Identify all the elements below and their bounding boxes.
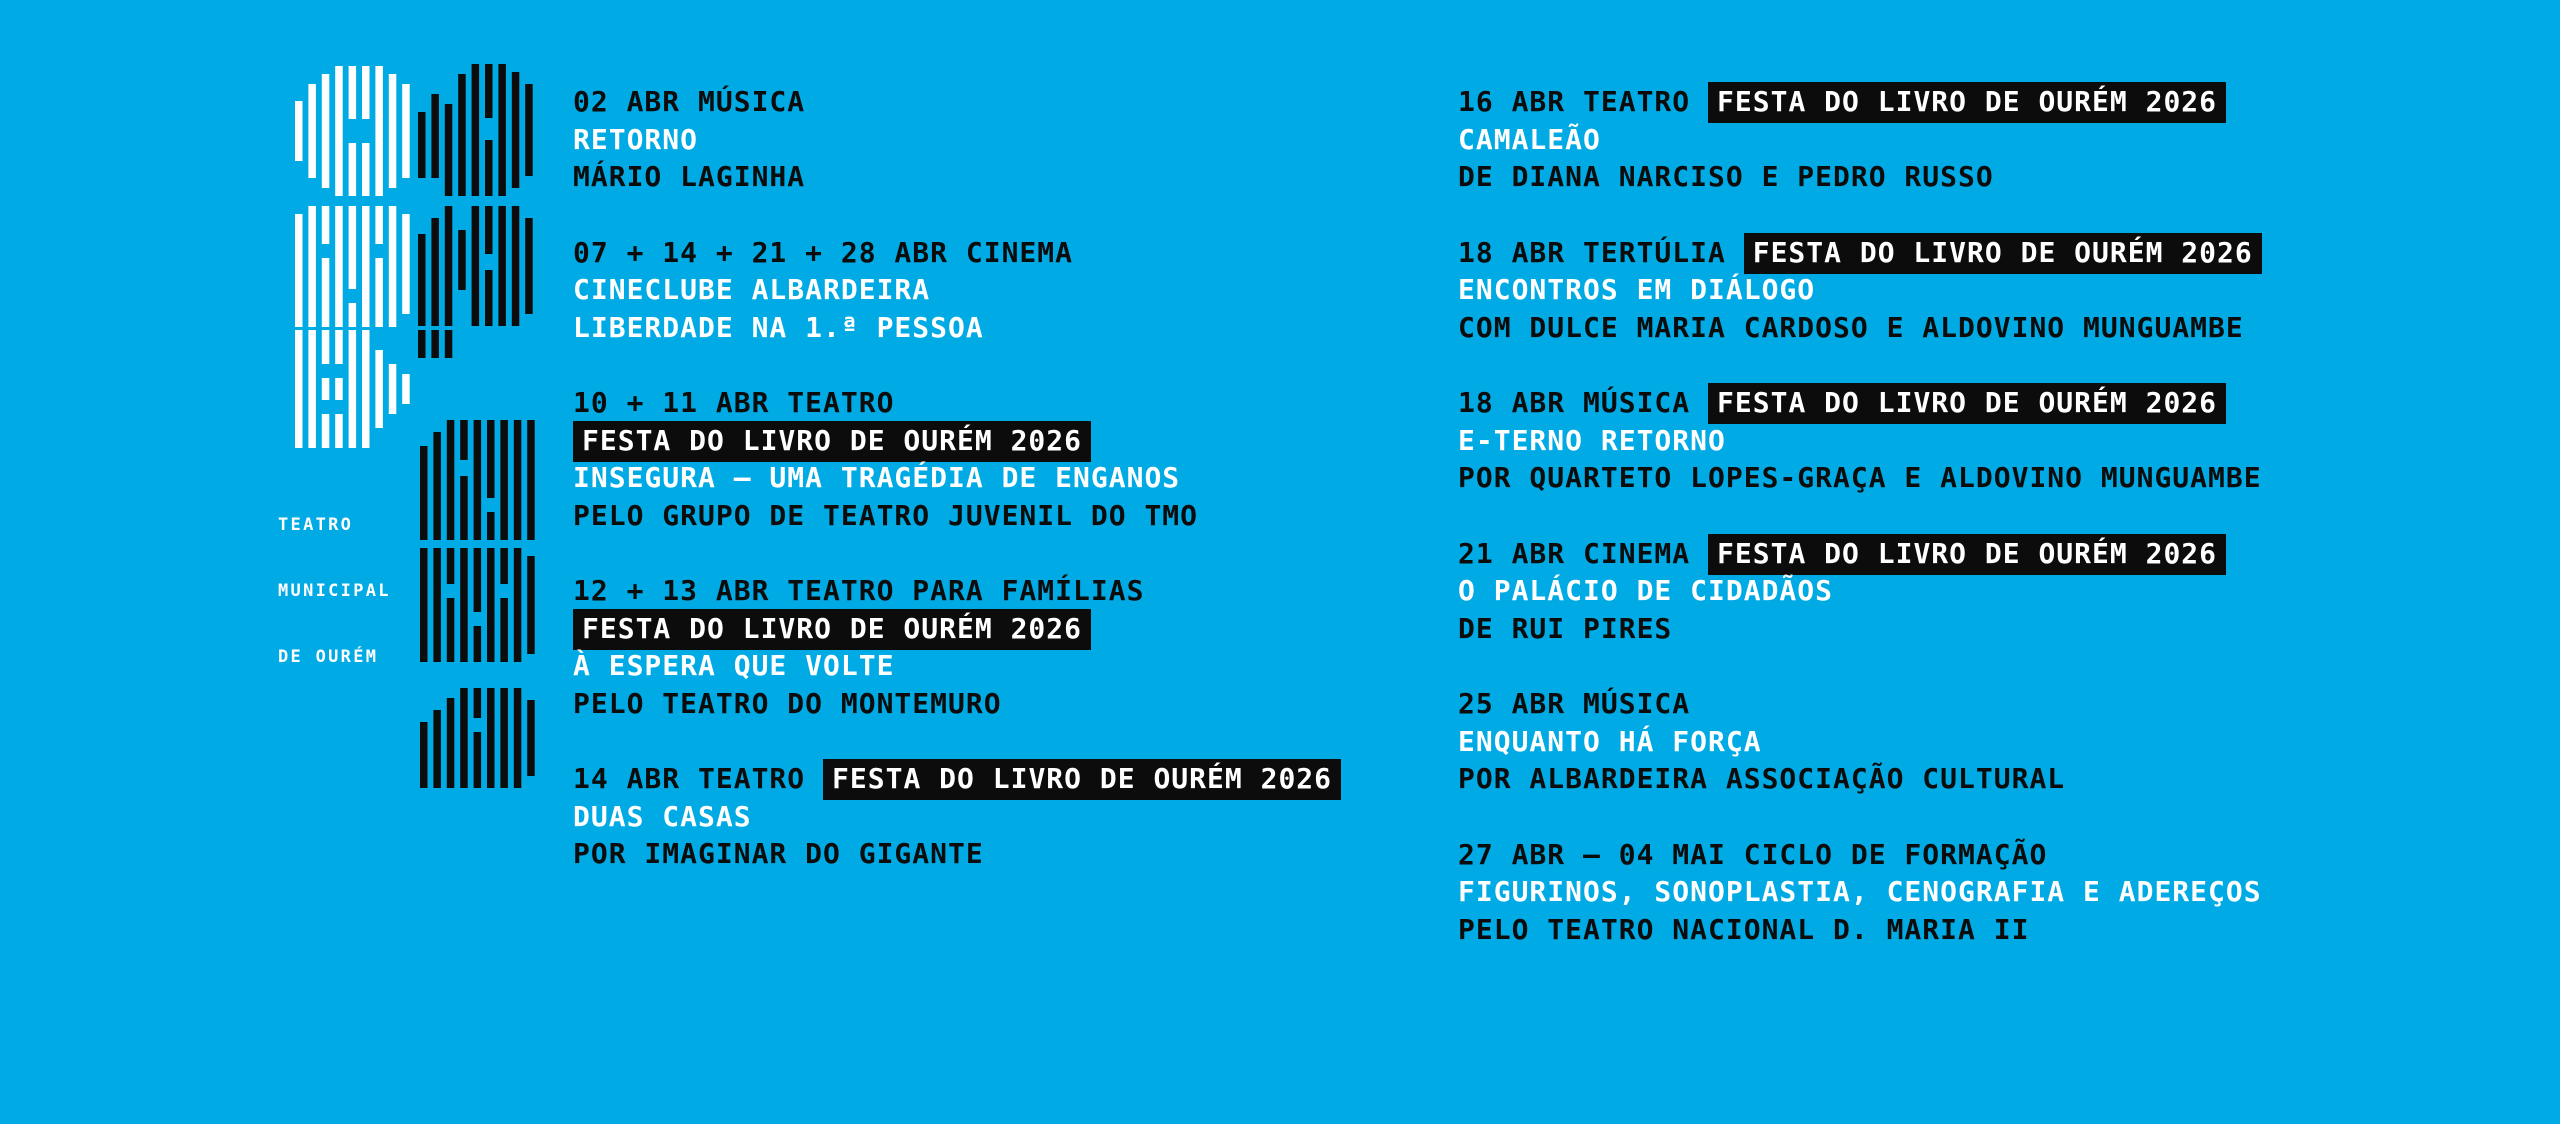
event-line: COM DULCE MARIA CARDOSO E ALDOVINO MUNGU… [1458,309,2262,347]
event-line: DE DIANA NARCISO E PEDRO RUSSO [1458,158,2262,196]
event-block: 18 ABR TERTÚLIA FESTA DO LIVRO DE OURÉM … [1458,232,2262,347]
event-line: DE RUI PIRES [1458,610,2262,648]
festa-do-livro-tag: FESTA DO LIVRO DE OURÉM 2026 [1708,82,2227,123]
event-date-credit-text: DE RUI PIRES [1458,611,1673,645]
event-title-text: RETORNO [573,122,699,156]
event-line: MÁRIO LAGINHA [573,158,1341,196]
festa-do-livro-tag: FESTA DO LIVRO DE OURÉM 2026 [1708,383,2227,424]
festa-do-livro-tag: FESTA DO LIVRO DE OURÉM 2026 [823,759,1342,800]
event-line: O PALÁCIO DE CIDADÃOS [1458,572,2262,610]
event-line: 02 ABR MÚSICA [573,83,1341,121]
event-date-credit-text: 14 ABR TEATRO [573,762,824,795]
event-line: PELO TEATRO DO MONTEMURO [573,685,1341,723]
event-line: LIBERDADE NA 1.ª PESSOA [573,309,1341,347]
event-line: POR ALBARDEIRA ASSOCIAÇÃO CULTURAL [1458,760,2262,798]
event-date-credit-text: 21 ABR CINEMA [1458,536,1709,570]
event-block: 21 ABR CINEMA FESTA DO LIVRO DE OURÉM 20… [1458,533,2262,648]
event-line: INSEGURA — UMA TRAGÉDIA DE ENGANOS [573,459,1341,497]
event-block: 25 ABR MÚSICA ENQUANTO HÁ FORÇA POR ALBARD… [1458,685,2262,798]
event-date-credit-text: DE DIANA NARCISO E PEDRO RUSSO [1458,160,1994,193]
event-line: 18 ABR MÚSICA FESTA DO LIVRO DE OURÉM 20… [1458,383,2262,424]
event-block: 02 ABR MÚSICA RETORNO MÁRIO LAGINHA [573,83,1341,196]
event-date-credit-text: 12 + 13 ABR TEATRO PARA FAMÍLIAS [573,574,1145,607]
event-date-credit-text: PELO TEATRO NACIONAL D. MARIA II [1458,912,2030,946]
event-line: ENQUANTO HÁ FORÇA [1458,723,2262,761]
event-block: 12 + 13 ABR TEATRO PARA FAMÍLIAS FESTA DO… [573,572,1341,722]
event-line: À ESPERA QUE VOLTE [573,647,1341,685]
event-line: POR IMAGINAR DO GIGANTE [573,835,1341,873]
festa-do-livro-tag: FESTA DO LIVRO DE OURÉM 2026 [1743,232,2262,274]
event-line: ENCONTROS EM DIÁLOGO [1458,271,2262,309]
event-date-credit-text: 18 ABR MÚSICA [1458,386,1709,419]
festa-do-livro-tag: FESTA DO LIVRO DE OURÉM 2026 [573,420,1092,462]
event-date-credit-text: 16 ABR TEATRO [1458,85,1709,118]
event-title-text: E-TERNO RETORNO [1458,423,1726,457]
event-title-text: O PALÁCIO DE CIDADÃOS [1458,574,1834,607]
event-line: RETORNO [573,121,1341,159]
event-date-credit-text: POR ALBARDEIRA ASSOCIAÇÃO CULTURAL [1458,762,2066,795]
wordmark-line: TEATRO [278,515,354,535]
event-title-text: À ESPERA QUE VOLTE [573,649,895,682]
event-line: POR QUARTETO LOPES-GRAÇA E ALDOVINO MUNG… [1458,459,2262,497]
event-date-credit-text: 18 ABR TERTÚLIA [1458,235,1744,269]
events-column-right: 16 ABR TEATRO FESTA DO LIVRO DE OURÉM 20… [1458,82,2262,986]
events-column-left: 02 ABR MÚSICA RETORNO MÁRIO LAGINHA 07 + 14… [573,83,1342,911]
event-line: FESTA DO LIVRO DE OURÉM 2026 [573,420,1341,462]
event-line: CAMALEÃO [1458,121,2262,159]
event-block: 18 ABR MÚSICA FESTA DO LIVRO DE OURÉM 20… [1458,383,2262,497]
event-date-credit-text: 25 ABR MÚSICA [1458,687,1691,720]
event-line: PELO TEATRO NACIONAL D. MARIA II [1458,911,2262,949]
wordmark-line: DE OURÉM [278,647,379,667]
event-title-text: ENCONTROS EM DIÁLOGO [1458,273,1816,306]
event-line: 16 ABR TEATRO FESTA DO LIVRO DE OURÉM 20… [1458,82,2262,123]
event-line: 21 ABR CINEMA FESTA DO LIVRO DE OURÉM 20… [1458,533,2262,575]
event-line: CINECLUBE ALBARDEIRA [573,271,1341,309]
event-date-credit-text: COM DULCE MARIA CARDOSO E ALDOVINO MUNGU… [1458,310,2244,344]
event-block: 16 ABR TEATRO FESTA DO LIVRO DE OURÉM 20… [1458,82,2262,196]
event-line: 12 + 13 ABR TEATRO PARA FAMÍLIAS [573,572,1341,610]
event-title-text: DUAS CASAS [573,799,752,833]
event-line: 10 + 11 ABR TEATRO [573,384,1341,422]
event-line: 07 + 14 + 21 + 28 ABR CINEMA [573,234,1341,272]
event-title-text: LIBERDADE NA 1.ª PESSOA [573,310,984,344]
event-date-credit-text: 27 ABR – 04 MAI CICLO DE FORMAÇÃO [1458,837,2048,871]
theatre-wordmark: TEATRO MUNICIPAL DE OURÉM [278,470,391,712]
event-date-credit-text: MÁRIO LAGINHA [573,160,806,193]
event-title-text: FIGURINOS, SONOPLASTIA, CENOGRAFIA E ADE… [1458,875,2262,908]
wordmark-line: MUNICIPAL [278,581,391,601]
season-logo-bars-icon [295,64,535,788]
event-block: 27 ABR – 04 MAI CICLO DE FORMAÇÃO FIGURIN… [1458,836,2262,949]
event-line: FIGURINOS, SONOPLASTIA, CENOGRAFIA E ADE… [1458,873,2262,911]
event-title-text: CINECLUBE ALBARDEIRA [573,273,931,306]
event-line: 14 ABR TEATRO FESTA DO LIVRO DE OURÉM 20… [573,759,1342,800]
event-title-text: ENQUANTO HÁ FORÇA [1458,724,1762,758]
event-block: 10 + 11 ABR TEATRO FESTA DO LIVRO DE OURÉ… [573,384,1341,534]
event-date-credit-text: 10 + 11 ABR TEATRO [573,386,895,419]
event-line: E-TERNO RETORNO [1458,422,2262,460]
festa-do-livro-tag: FESTA DO LIVRO DE OURÉM 2026 [573,608,1092,650]
event-line: PELO GRUPO DE TEATRO JUVENIL DO TMO [573,497,1341,535]
event-date-credit-text: PELO TEATRO DO MONTEMURO [573,686,1002,720]
festa-do-livro-tag: FESTA DO LIVRO DE OURÉM 2026 [1708,533,2227,575]
event-date-credit-text: POR QUARTETO LOPES-GRAÇA E ALDOVINO MUNG… [1458,461,2262,494]
event-block: 07 + 14 + 21 + 28 ABR CINEMA CINECLUBE AL… [573,234,1341,347]
event-line: 25 ABR MÚSICA [1458,685,2262,723]
event-date-credit-text: 02 ABR MÚSICA [573,85,806,118]
event-title-text: INSEGURA — UMA TRAGÉDIA DE ENGANOS [573,461,1181,494]
event-date-credit-text: 07 + 14 + 21 + 28 ABR CINEMA [573,235,1074,269]
event-line: FESTA DO LIVRO DE OURÉM 2026 [573,608,1341,650]
event-block: 14 ABR TEATRO FESTA DO LIVRO DE OURÉM 20… [573,759,1342,873]
event-line: 18 ABR TERTÚLIA FESTA DO LIVRO DE OURÉM … [1458,232,2262,274]
event-line: 27 ABR – 04 MAI CICLO DE FORMAÇÃO [1458,836,2262,874]
event-title-text: CAMALEÃO [1458,122,1601,156]
event-date-credit-text: PELO GRUPO DE TEATRO JUVENIL DO TMO [573,498,1199,532]
event-line: DUAS CASAS [573,798,1341,836]
event-date-credit-text: POR IMAGINAR DO GIGANTE [573,837,984,870]
